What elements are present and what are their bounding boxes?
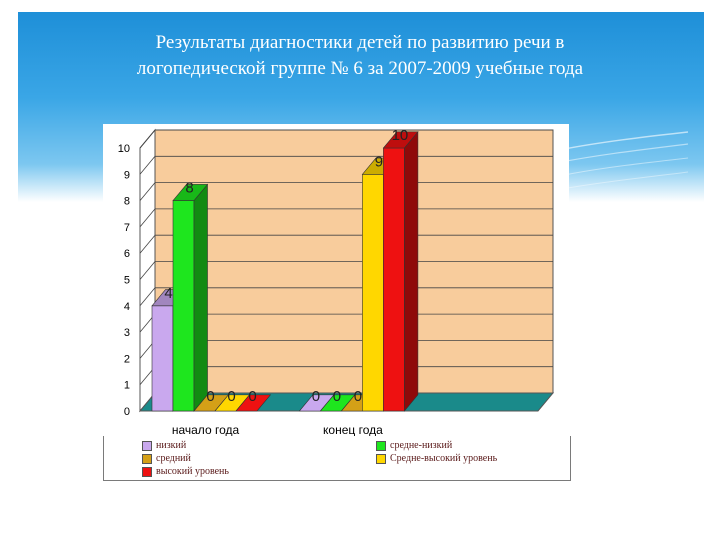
gridline-side <box>139 129 156 149</box>
x-tick-label: начало года <box>172 423 240 437</box>
bar-front <box>362 174 384 412</box>
slide-title-line1: Результаты диагностики детей по развитию… <box>155 32 565 53</box>
gridline-side <box>139 287 156 307</box>
bar-side <box>193 183 208 412</box>
y-tick-label: 0 <box>124 406 130 418</box>
data-label: 0 <box>227 388 235 405</box>
y-tick-label: 9 <box>124 169 130 181</box>
legend-item-mid-low: средне-низкий <box>376 440 452 452</box>
data-label: 4 <box>164 285 172 302</box>
x-tick-label: конец года <box>323 423 383 437</box>
legend-label-mid: средний <box>156 453 191 464</box>
data-label: 0 <box>312 388 320 405</box>
bar-zero <box>235 394 272 412</box>
bar-side <box>404 130 419 412</box>
legend-label-low: низкий <box>156 440 187 451</box>
y-tick-label: 1 <box>124 380 130 392</box>
gridline-side <box>139 234 156 254</box>
legend-item-mid: средний <box>142 453 191 465</box>
slide-title: Результаты диагностики детей по развитию… <box>40 30 680 82</box>
bar-top <box>382 131 419 149</box>
legend-swatch-high <box>142 466 152 477</box>
gridline-side <box>139 156 156 175</box>
data-label: 0 <box>354 388 362 405</box>
data-label: 9 <box>375 153 383 170</box>
y-tick-label: 2 <box>124 353 130 365</box>
gridline-side <box>139 261 156 280</box>
data-label: 10 <box>392 127 409 144</box>
y-tick-label: 6 <box>124 248 130 260</box>
y-tick-label: 4 <box>124 301 130 313</box>
legend-label-mid-low: средне-низкий <box>390 440 453 451</box>
data-label: 0 <box>333 388 341 405</box>
data-label: 0 <box>206 388 214 405</box>
chart-legend: низкий средне-низкий средний Средне-высо… <box>103 436 571 481</box>
y-tick-label: 10 <box>118 143 130 155</box>
bar-front <box>172 200 195 412</box>
gridline-side <box>139 182 156 201</box>
legend-swatch-mid <box>142 453 152 464</box>
data-label: 8 <box>185 180 193 197</box>
y-tick-label: 5 <box>124 275 130 287</box>
y-tick-label: 8 <box>124 196 130 208</box>
y-tick-label: 3 <box>124 327 130 339</box>
legend-swatch-mid-high <box>376 453 386 464</box>
legend-label-mid-high: Средне-высокий уровень <box>390 453 498 464</box>
y-tick-label: 7 <box>124 222 130 234</box>
bar-front <box>151 305 174 412</box>
legend-item-high: высокий уровень <box>142 466 229 478</box>
legend-swatch-low <box>142 440 152 451</box>
legend-swatch-mid-low <box>376 440 386 451</box>
legend-label-high: высокий уровень <box>156 466 229 477</box>
gridline-side <box>139 208 156 228</box>
slide-title-line2: логопедической группе № 6 за 2007-2009 у… <box>136 58 584 79</box>
bar-top <box>172 184 209 201</box>
bar-front <box>383 147 405 412</box>
legend-item-low: низкий <box>142 440 186 452</box>
legend-item-mid-high: Средне-высокий уровень <box>376 453 497 465</box>
data-label: 0 <box>248 388 256 405</box>
